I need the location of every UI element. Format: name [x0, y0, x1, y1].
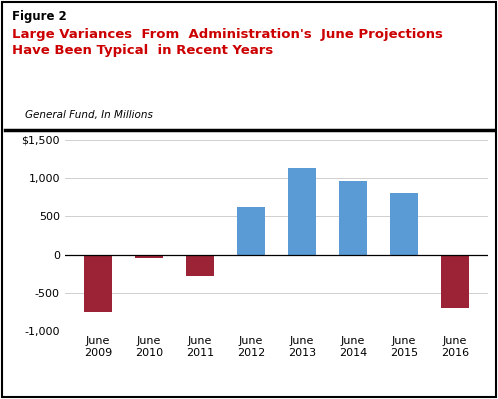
Bar	[288, 168, 316, 255]
Bar	[441, 255, 469, 308]
Text: General Fund, In Millions: General Fund, In Millions	[24, 111, 152, 120]
Bar	[390, 193, 418, 255]
Bar	[237, 207, 265, 255]
Bar	[339, 181, 367, 255]
Text: Figure 2: Figure 2	[12, 10, 67, 23]
Bar	[135, 255, 163, 259]
Bar	[84, 255, 112, 312]
Text: Large Variances  From  Administration's  June Projections
Have Been Typical  in : Large Variances From Administration's Ju…	[12, 28, 443, 57]
Bar	[186, 255, 214, 276]
